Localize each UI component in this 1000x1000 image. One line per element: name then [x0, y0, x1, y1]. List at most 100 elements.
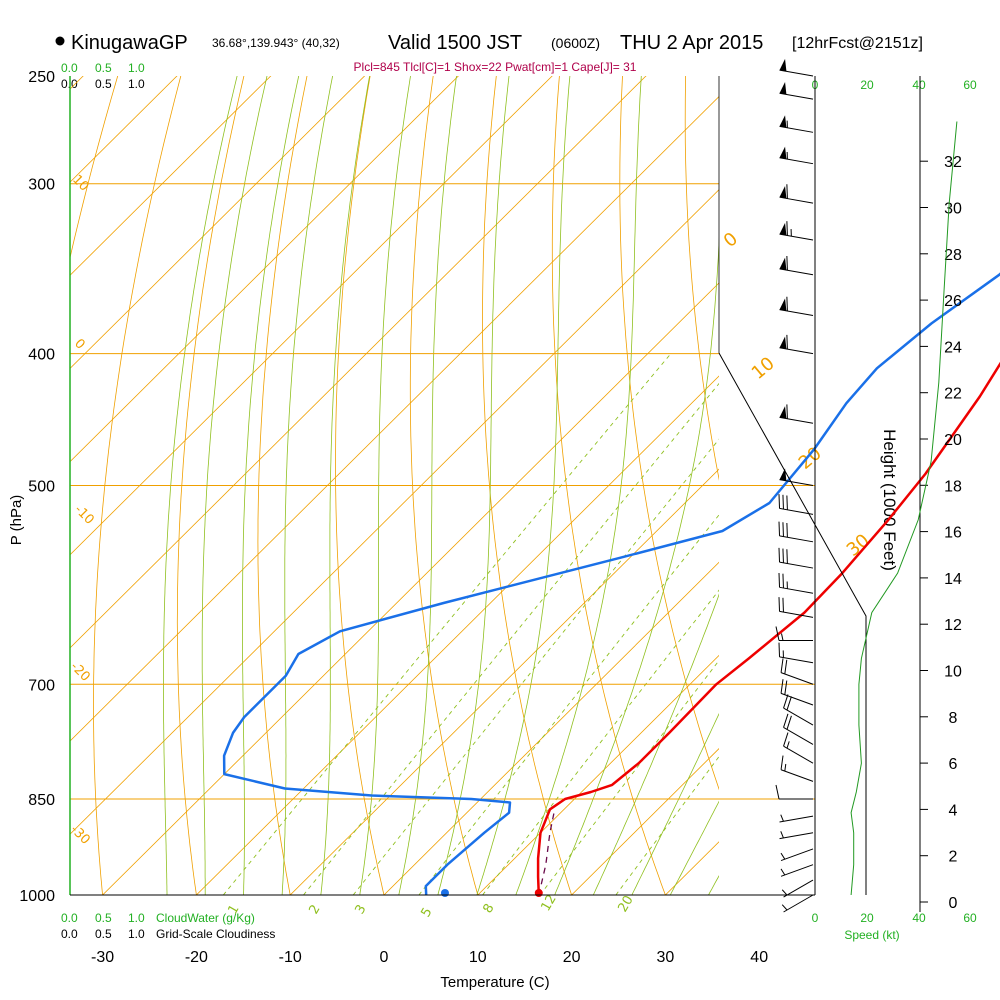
moist-adiabat-line [476, 76, 571, 895]
wind-barb-full [782, 522, 784, 537]
wind-barb-staff [779, 69, 814, 77]
height-tick-label: 30 [944, 201, 962, 218]
wind-barb-staff [780, 848, 814, 862]
wind-barb-half [780, 814, 784, 822]
temperature-tick-label: -10 [279, 949, 302, 966]
height-axis-label: Height (1000 Feet) [880, 429, 899, 571]
moist-adiabat-line [241, 76, 300, 895]
top-cloudwater-tick-0: 0.0 [61, 61, 78, 75]
temperature-tick-label: 20 [563, 949, 581, 966]
wind-barb-flag [779, 82, 787, 95]
moist-adiabat-line [631, 713, 719, 895]
wind-barb-staff [779, 610, 814, 618]
wind-barb-staff [780, 769, 814, 782]
wind-barb-full [783, 732, 789, 747]
bottom-cloudwater-tick-0: 0.0 [61, 911, 78, 925]
wind-barb-full [780, 658, 784, 673]
temperature-profile-line [536, 361, 1000, 896]
moist-adiabat-line [669, 800, 719, 895]
moist-adiabat-line [515, 76, 642, 895]
valid-date: THU 2 Apr 2015 [620, 32, 763, 54]
temperature-tick-label: -20 [185, 949, 208, 966]
wind-barb-staff [779, 309, 814, 317]
sounding-parameters: Plcl=845 Tlcl[C]=1 Shox=22 Pwat[cm]=1 Ca… [354, 60, 637, 74]
speed-axis-label: Speed (kt) [844, 928, 899, 942]
height-tick-label: 6 [949, 756, 958, 773]
dry-adiabat-line [409, 76, 479, 895]
tropopause-boundary [718, 352, 867, 895]
wind-barb-full [778, 547, 781, 563]
wind-barb-flag [779, 146, 787, 159]
wind-barb-half [780, 831, 784, 839]
wind-barb-flag [779, 336, 787, 349]
moist-adiabat-line [554, 236, 719, 895]
wind-barb-staff [779, 157, 814, 165]
wind-barb-staff [779, 656, 814, 664]
moist-adiabat-line [592, 593, 719, 895]
isotherm-line [70, 76, 553, 556]
wind-barb-full [786, 296, 788, 312]
top-cloudiness-tick-2: 1.0 [128, 77, 145, 91]
wind-barb-full [782, 548, 784, 563]
wind-barb-flag [779, 298, 787, 311]
wind-barb-full [786, 549, 788, 564]
speed-top-tick-2: 40 [912, 78, 926, 92]
wind-barb-staff [779, 507, 814, 515]
wind-barb-full [780, 755, 784, 770]
wind-barb-staff [779, 832, 814, 840]
wind-barb-flag [779, 257, 787, 271]
pressure-tick-label: 400 [28, 347, 55, 364]
wind-barb-staff [779, 268, 814, 276]
bottom-cloudiness-label: Grid-Scale Cloudiness [156, 927, 275, 941]
wind-barb-full [782, 597, 784, 613]
y-axis-label: P (hPa) [8, 495, 25, 546]
wind-barb-full [786, 696, 792, 711]
mixing-ratio-label: 20 [615, 893, 636, 915]
dry-adiabat-line [335, 76, 385, 895]
station-name: KinugawaGP [71, 32, 188, 54]
wind-barb-staff [779, 196, 814, 204]
wind-barb-staff [779, 125, 814, 133]
top-cloudwater-tick-2: 1.0 [128, 61, 145, 75]
x-axis-label: Temperature (C) [440, 974, 549, 991]
isotherm-line [70, 76, 272, 276]
height-tick-label: 16 [944, 525, 962, 542]
wind-barb-flag [779, 468, 787, 481]
pressure-tick-labels: 250 300 400 500 700 850 1000 [19, 69, 55, 905]
height-tick-label: 10 [944, 664, 962, 681]
wind-barb-flag [779, 406, 787, 419]
height-tick-label: 0 [949, 895, 958, 912]
wind-barb-half [781, 904, 788, 911]
wind-barb-staff [783, 894, 814, 913]
wind-barb-full [783, 713, 789, 728]
wind-barb-full [778, 572, 781, 588]
wind-barb-staff [780, 672, 814, 685]
wind-barb-staff [783, 745, 814, 764]
wind-barb-full [786, 221, 788, 236]
pressure-tick-label: 500 [28, 479, 55, 496]
height-tick-label: 24 [944, 339, 962, 356]
wind-barb-half [780, 852, 786, 860]
wind-barb-staff [779, 561, 814, 569]
wind-speed-line [850, 121, 958, 896]
isotherm-line [70, 76, 647, 649]
wind-barb-full [784, 680, 788, 695]
wind-barb-flag [779, 222, 787, 236]
height-tick-label: 28 [944, 247, 962, 264]
forecast-info: [12hrFcst@2151z] [792, 35, 923, 52]
moist-adiabat-line [320, 76, 371, 895]
wind-barb-half [784, 763, 787, 772]
thermodynamic-background [70, 76, 719, 895]
isotherm-line [477, 654, 719, 895]
dry-adiabat-line [684, 76, 719, 481]
bottom-cloudwater-tick-1: 0.5 [95, 911, 112, 925]
top-cloudiness-tick-1: 0.5 [95, 77, 112, 91]
isotherm-line [70, 76, 366, 370]
wind-barb-staff [783, 707, 814, 726]
wind-barb-full [786, 404, 788, 419]
wind-barb-flag [779, 185, 787, 199]
wind-barb-staff [779, 535, 814, 543]
temperature-tick-labels: -30 -20 -10 0 10 20 30 40 [91, 949, 768, 966]
wind-barb-full [786, 184, 788, 199]
